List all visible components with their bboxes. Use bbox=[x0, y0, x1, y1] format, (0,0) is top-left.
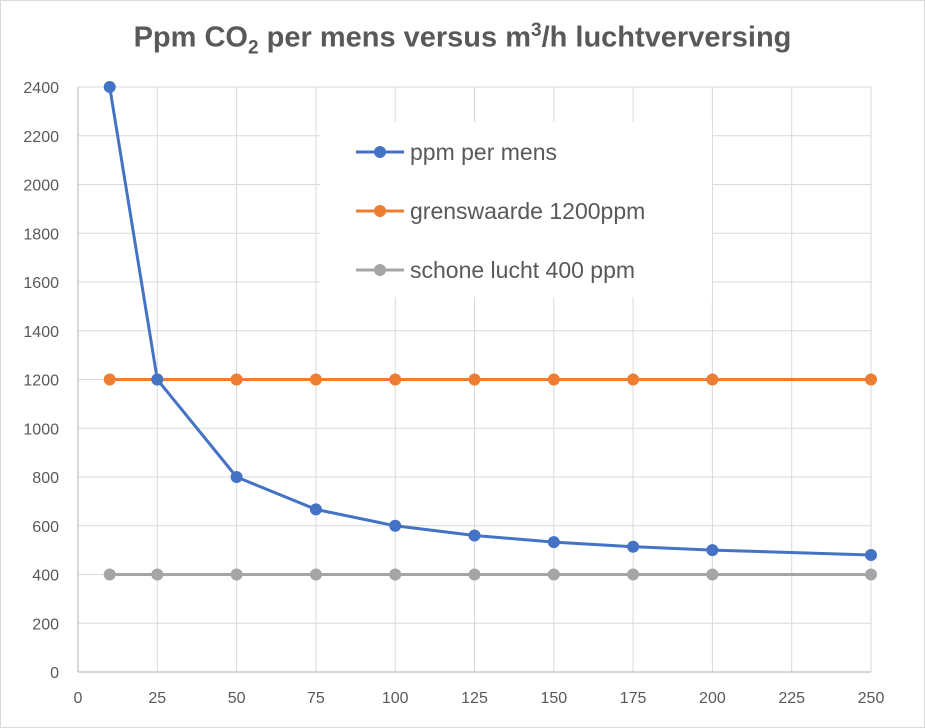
series-3-point bbox=[389, 568, 402, 581]
title-part-1: Ppm CO bbox=[133, 21, 248, 54]
legend-label-1: ppm per mens bbox=[410, 139, 557, 165]
series-1-point bbox=[103, 81, 116, 93]
y-tick-label: 800 bbox=[32, 470, 59, 487]
title-superscript: 3 bbox=[531, 20, 542, 41]
y-tick-label: 2200 bbox=[23, 129, 59, 146]
series-3-point bbox=[706, 568, 719, 581]
y-tick-label: 1800 bbox=[23, 226, 59, 243]
chart-title: Ppm CO2 per mens versus m3/h luchtverver… bbox=[0, 20, 925, 59]
series-2-point bbox=[103, 373, 116, 386]
series-2-point bbox=[706, 373, 719, 386]
series-2-point bbox=[230, 373, 243, 386]
y-tick-label: 400 bbox=[32, 568, 59, 585]
x-tick-label: 100 bbox=[382, 690, 409, 707]
series-2-point bbox=[547, 373, 560, 386]
series-2-point bbox=[309, 373, 322, 386]
y-tick-label: 1400 bbox=[23, 324, 59, 341]
series-1-point bbox=[547, 536, 560, 549]
legend-marker-1 bbox=[374, 146, 386, 158]
series-1-point bbox=[468, 529, 481, 542]
title-subscript: 2 bbox=[248, 37, 259, 59]
series-3-point bbox=[865, 568, 877, 581]
series-2-point bbox=[865, 373, 877, 386]
x-tick-label: 225 bbox=[778, 690, 805, 707]
series-line-1 bbox=[108, 86, 872, 557]
x-tick-label: 150 bbox=[540, 690, 567, 707]
axes: 0 25 50 75 100 125 150 175 200 225 250 0 200 400 600 80… bbox=[23, 80, 884, 707]
x-tick-label: 25 bbox=[148, 690, 166, 707]
y-tick-label: 2000 bbox=[23, 178, 59, 195]
series-1-point bbox=[389, 519, 402, 532]
series-2-point bbox=[627, 373, 640, 386]
series-3-point bbox=[309, 568, 322, 581]
y-tick-label: 1600 bbox=[23, 275, 59, 292]
series-3-point bbox=[230, 568, 243, 581]
x-tick-label: 200 bbox=[699, 690, 726, 707]
series-1-point bbox=[627, 540, 640, 553]
series-1-point bbox=[151, 373, 164, 386]
series-3-point bbox=[468, 568, 481, 581]
legend: ppm per mens grenswaarde 1200ppm schone lu… bbox=[320, 122, 712, 297]
title-part-2: per mens versus m bbox=[258, 21, 531, 54]
x-tick-label: 125 bbox=[461, 690, 488, 707]
series-2-point bbox=[468, 373, 481, 386]
x-tick-label: 50 bbox=[228, 690, 246, 707]
series-1-point bbox=[706, 544, 719, 557]
series-1-point bbox=[230, 471, 243, 483]
x-tick-label: 0 bbox=[74, 690, 83, 707]
legend-label-3: schone lucht 400 ppm bbox=[410, 257, 635, 283]
x-tick-label: 75 bbox=[307, 690, 325, 707]
legend-label-2: grenswaarde 1200ppm bbox=[410, 198, 645, 224]
y-tick-label: 200 bbox=[32, 616, 59, 633]
y-tick-label: 600 bbox=[32, 519, 59, 536]
title-part-3: /h luchtverversing bbox=[541, 21, 792, 54]
y-tick-label: 2400 bbox=[23, 80, 59, 97]
series-1-point bbox=[309, 503, 322, 516]
series-1-point bbox=[865, 549, 877, 561]
series-3-point bbox=[103, 568, 116, 581]
legend-marker-3 bbox=[374, 264, 386, 276]
x-tick-label: 175 bbox=[620, 690, 647, 707]
series-3-point bbox=[547, 568, 560, 581]
x-tick-label: 250 bbox=[858, 690, 885, 707]
y-tick-label: 1200 bbox=[23, 373, 59, 390]
series-3-point bbox=[151, 568, 164, 581]
series-2-point bbox=[389, 373, 402, 386]
legend-marker-2 bbox=[374, 205, 386, 217]
y-tick-label: 0 bbox=[50, 665, 59, 682]
series-lines bbox=[103, 81, 877, 581]
series-3-point bbox=[627, 568, 640, 581]
y-tick-label: 1000 bbox=[23, 421, 59, 438]
